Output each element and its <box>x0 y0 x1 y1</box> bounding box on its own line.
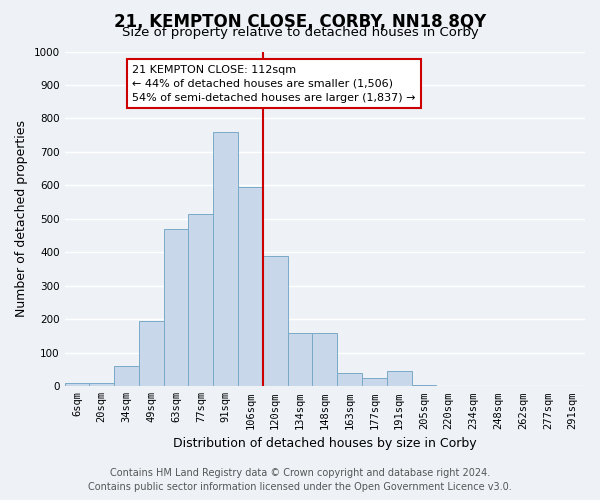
Bar <box>412 384 436 386</box>
X-axis label: Distribution of detached houses by size in Corby: Distribution of detached houses by size … <box>173 437 476 450</box>
Text: 21 KEMPTON CLOSE: 112sqm
← 44% of detached houses are smaller (1,506)
54% of sem: 21 KEMPTON CLOSE: 112sqm ← 44% of detach… <box>132 65 416 103</box>
Bar <box>164 229 188 386</box>
Y-axis label: Number of detached properties: Number of detached properties <box>15 120 28 318</box>
Bar <box>337 373 362 386</box>
Bar <box>387 371 412 386</box>
Bar <box>287 332 313 386</box>
Bar <box>313 332 337 386</box>
Bar <box>263 256 287 386</box>
Bar <box>114 366 139 386</box>
Text: Size of property relative to detached houses in Corby: Size of property relative to detached ho… <box>122 26 478 39</box>
Bar <box>238 187 263 386</box>
Bar <box>65 383 89 386</box>
Bar <box>139 321 164 386</box>
Bar <box>188 214 213 386</box>
Text: Contains HM Land Registry data © Crown copyright and database right 2024.
Contai: Contains HM Land Registry data © Crown c… <box>88 468 512 492</box>
Bar <box>213 132 238 386</box>
Text: 21, KEMPTON CLOSE, CORBY, NN18 8QY: 21, KEMPTON CLOSE, CORBY, NN18 8QY <box>114 12 486 30</box>
Bar <box>362 378 387 386</box>
Bar <box>89 383 114 386</box>
